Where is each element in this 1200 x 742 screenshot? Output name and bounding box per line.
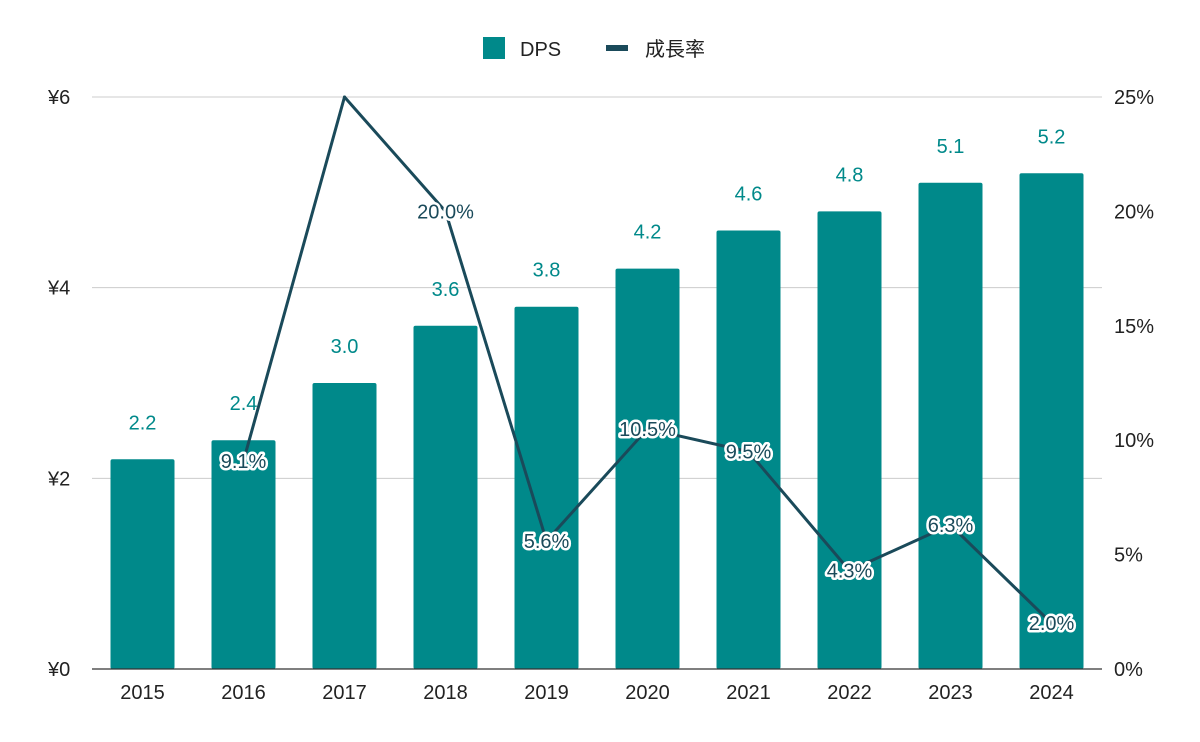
left-tick-label: ¥6 [47,87,70,109]
right-tick-label: 25% [1114,87,1154,109]
growth-point [1050,621,1053,625]
x-tick-label: 2018 [423,682,468,704]
bar-value-label: 3.6 [432,279,460,301]
x-tick-label: 2020 [625,682,670,704]
left-tick-label: ¥4 [47,278,70,300]
bar-value-label: 5.1 [937,136,965,158]
growth-point [949,523,952,527]
bar [716,230,781,669]
right-tick-label: 5% [1114,545,1143,567]
bar [312,383,377,669]
bar-value-label: 4.6 [735,183,763,205]
growth-value-label: 5.6% [524,531,570,553]
right-tick-label: 0% [1114,659,1143,681]
growth-value-label: 9.5% [726,442,772,464]
growth-point [444,209,447,213]
left-tick-label: ¥0 [47,659,70,681]
bar [514,306,579,669]
bar [918,182,983,670]
bar [817,211,882,669]
growth-point [747,450,750,454]
legend-swatch-growth [606,45,628,51]
x-tick-label: 2021 [726,682,771,704]
x-tick-label: 2017 [322,682,367,704]
right-tick-label: 15% [1114,316,1154,338]
growth-point [545,539,548,543]
bar [413,325,478,669]
growth-point [242,459,245,463]
bar-labels: 2.2 2.4 3.0 3.6 3.8 4.2 4.6 4.8 5.1 5.2 [129,126,1066,434]
left-axis: ¥0 ¥2 ¥4 ¥6 [47,87,70,681]
bar-value-label: 2.4 [230,393,258,415]
growth-point [343,95,346,99]
growth-value-label: 2.0% [1029,613,1075,635]
bar-value-label: 5.2 [1038,126,1066,148]
growth-value-label: 9.1% [221,451,267,473]
right-tick-label: 10% [1114,430,1154,452]
growth-point [646,427,649,431]
growth-value-label: 4.3% [827,561,873,583]
growth-value-label: 20.0% [417,201,474,223]
x-tick-label: 2019 [524,682,569,704]
bar-value-label: 3.8 [533,260,561,282]
bar-value-label: 3.0 [331,336,359,358]
x-tick-label: 2016 [221,682,266,704]
growth-value-label: 6.3% [928,515,974,537]
bars [110,173,1084,670]
growth-value-label: 10.5% [619,419,676,441]
bar [1019,173,1084,669]
legend-swatch-dps [483,37,505,59]
line-labels: 9.1% 20.0% 5.6% 10.5% 9.5% 4.3% 6.3% 2.0% [218,199,1077,638]
bar-value-label: 2.2 [129,412,157,434]
legend-label-dps: DPS [520,39,561,61]
bar [211,440,276,669]
bar-value-label: 4.2 [634,222,662,244]
x-tick-label: 2023 [928,682,973,704]
x-tick-label: 2015 [120,682,165,704]
right-axis: 0% 5% 10% 15% 20% 25% [1114,87,1154,681]
bar-value-label: 4.8 [836,164,864,186]
legend: DPS 成長率 [483,37,705,61]
bar [615,268,680,669]
legend-label-growth: 成長率 [645,38,705,61]
left-tick-label: ¥2 [47,468,70,490]
bar [110,459,175,669]
x-tick-label: 2024 [1029,682,1074,704]
x-axis: 2015 2016 2017 2018 2019 2020 2021 2022 2023 2024 [92,668,1102,704]
x-tick-label: 2022 [827,682,872,704]
growth-point [848,569,851,573]
growth-line [242,95,1053,625]
right-tick-label: 20% [1114,201,1154,223]
